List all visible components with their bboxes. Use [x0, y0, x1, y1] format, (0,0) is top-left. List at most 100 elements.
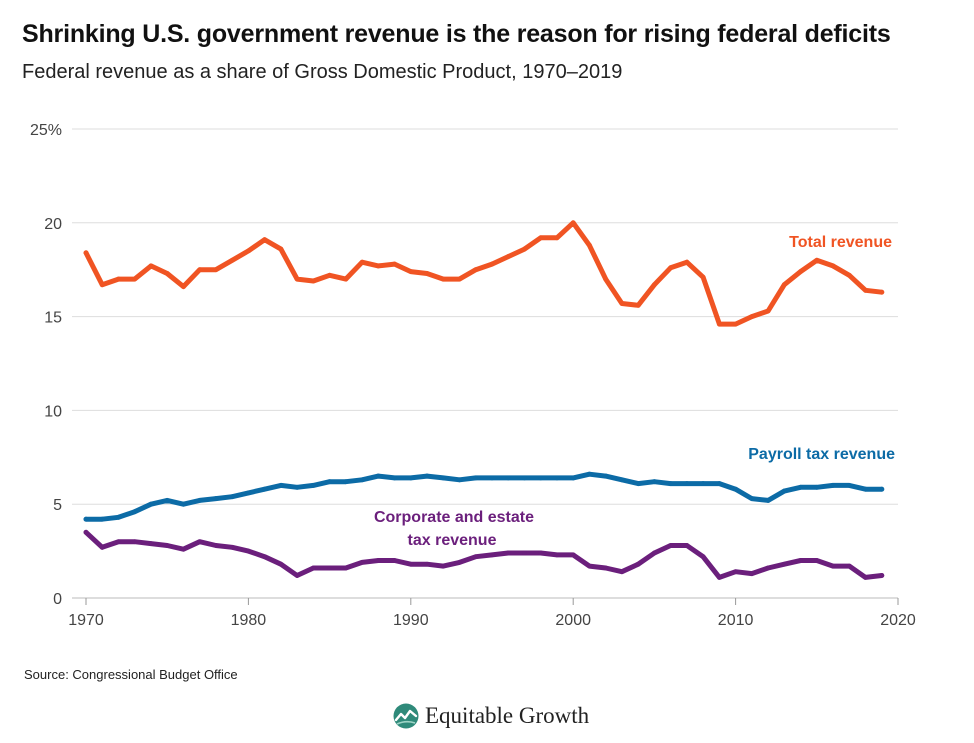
y-tick-label: 15 [44, 310, 62, 327]
data-point [765, 498, 771, 503]
data-point [668, 543, 674, 548]
data-point [440, 475, 446, 481]
data-point [505, 475, 511, 481]
data-point [310, 483, 316, 488]
data-point [246, 248, 251, 254]
series-label-total: Total revenue [789, 234, 892, 251]
data-point [278, 246, 284, 252]
data-point [424, 473, 430, 479]
data-point [814, 558, 820, 563]
data-point [343, 479, 349, 485]
data-point [733, 569, 738, 575]
data-point [116, 514, 121, 520]
data-point [83, 250, 89, 256]
data-point [700, 481, 706, 486]
data-point [229, 257, 235, 263]
data-point [489, 475, 495, 481]
data-point [538, 550, 544, 556]
data-point [424, 561, 430, 567]
data-point [570, 552, 576, 558]
data-point [846, 483, 852, 488]
source-note: Source: Congressional Budget Office [24, 667, 238, 682]
data-point [814, 484, 820, 490]
x-tick-label: 2000 [555, 612, 591, 629]
data-point [570, 220, 576, 226]
data-point [197, 267, 203, 273]
data-point [132, 276, 138, 282]
x-tick-label: 1980 [231, 612, 267, 629]
data-point [863, 574, 868, 580]
data-point [229, 544, 235, 550]
data-point [781, 561, 787, 567]
data-point [164, 543, 170, 548]
data-point [392, 261, 397, 267]
data-point [164, 498, 170, 503]
data-point [716, 321, 722, 327]
data-point [489, 552, 495, 558]
data-point [392, 475, 397, 481]
data-point [668, 481, 674, 486]
data-point [603, 276, 609, 282]
data-point [538, 475, 544, 481]
data-point [99, 544, 105, 550]
data-point [392, 558, 397, 563]
data-point [327, 479, 332, 485]
data-point [554, 235, 560, 241]
data-point [424, 271, 430, 276]
data-point [229, 494, 235, 500]
data-point [408, 475, 414, 481]
data-point [652, 282, 657, 288]
data-point [197, 498, 203, 503]
data-point [343, 565, 349, 571]
data-point [505, 550, 511, 556]
data-point [278, 483, 284, 488]
series-line-corporate-and-estate-tax-revenue [83, 529, 885, 580]
data-point [603, 565, 609, 571]
data-point [668, 265, 674, 271]
data-point [489, 261, 495, 267]
data-point [830, 563, 836, 569]
data-point [197, 539, 203, 545]
data-point [587, 242, 592, 248]
data-point [522, 475, 527, 481]
data-point [310, 565, 316, 571]
series-line-total-revenue [83, 220, 885, 327]
data-point [505, 254, 511, 259]
data-point [879, 289, 885, 295]
data-point [294, 573, 300, 578]
series-label-payroll: Payroll tax revenue [748, 446, 895, 463]
chart-subtitle: Federal revenue as a share of Gross Dome… [22, 61, 623, 83]
y-tick-label: 5 [53, 497, 62, 514]
data-point [635, 481, 641, 486]
data-point [148, 501, 154, 507]
data-point [148, 541, 154, 546]
data-point [262, 237, 268, 243]
data-point [798, 558, 803, 563]
data-point [781, 488, 787, 494]
line-chart: 0 5 10 15 20 25% 1970 1980 1990 2000 2010 2020 Total… [30, 122, 916, 629]
brand-name: Equitable Growth [425, 703, 590, 728]
data-point [375, 263, 381, 269]
data-point [635, 302, 641, 308]
data-point [440, 563, 446, 569]
data-point [652, 550, 657, 556]
data-point [294, 484, 300, 490]
data-point [619, 569, 625, 575]
data-point [262, 554, 268, 560]
series-line-payroll-tax-revenue [83, 471, 885, 522]
data-point [116, 539, 121, 545]
data-point [830, 483, 836, 488]
data-point [846, 563, 852, 569]
data-point [473, 554, 479, 560]
data-point [749, 571, 755, 577]
data-point [700, 274, 706, 280]
data-point [457, 477, 462, 483]
data-point [262, 486, 268, 492]
data-point [327, 565, 332, 571]
data-point [765, 308, 771, 314]
data-point [554, 552, 560, 558]
data-point [164, 271, 170, 276]
data-point [619, 477, 625, 483]
data-point [781, 282, 787, 288]
data-point [213, 496, 219, 501]
